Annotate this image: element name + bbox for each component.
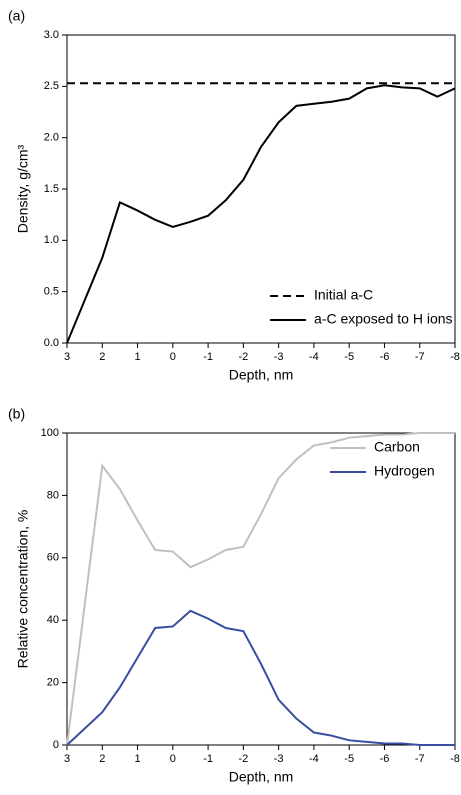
y-tick-label: 80 [47,489,59,501]
plot-frame [66,34,456,344]
x-tick-label: 1 [134,753,140,765]
series-line [66,432,455,746]
y-tick-label: 0 [53,739,59,751]
series-line [66,609,455,746]
y-tick-label: 2.5 [44,80,59,92]
x-tick-label: 1 [134,351,140,363]
x-tick-label: -2 [238,753,248,765]
x-tick-label: -7 [415,753,425,765]
x-tick-label: -5 [344,753,354,765]
y-tick-label: 1.5 [44,183,59,195]
x-tick-label: 3 [64,753,70,765]
x-tick-label: -3 [274,351,284,363]
x-tick-label: -4 [309,753,319,765]
y-tick-label: 100 [41,427,59,439]
legend-label: a-C exposed to H ions [314,311,453,327]
y-tick-label: 1.0 [44,234,59,246]
panel-label: (b) [8,406,25,422]
y-tick-label: 60 [47,552,59,564]
x-tick-label: 2 [99,753,105,765]
x-tick-label: -2 [238,351,248,363]
y-axis-label: Relative concentration, % [15,510,31,669]
y-tick-label: 2.0 [44,132,59,144]
x-tick-label: 0 [170,351,176,363]
x-tick-label: -6 [380,753,390,765]
x-axis-label: Depth, nm [229,769,294,785]
y-tick-label: 40 [47,614,59,626]
x-axis-label: Depth, nm [229,367,294,383]
x-tick-label: -8 [450,753,460,765]
y-tick-label: 0.0 [44,337,59,349]
x-tick-label: -5 [344,351,354,363]
x-tick-label: -1 [203,351,213,363]
x-tick-label: -4 [309,351,319,363]
y-tick-label: 3.0 [44,29,59,41]
y-tick-label: 0.5 [44,286,59,298]
x-tick-label: -7 [415,351,425,363]
legend-label: Hydrogen [374,463,435,479]
y-axis-label: Density, g/cm³ [15,144,31,233]
x-tick-label: 3 [64,351,70,363]
x-tick-label: 2 [99,351,105,363]
y-tick-label: 20 [47,677,59,689]
x-tick-label: -1 [203,753,213,765]
series-line [66,84,456,344]
x-tick-label: 0 [170,753,176,765]
legend-label: Carbon [374,439,420,455]
panel-label: (a) [8,8,25,24]
x-tick-label: -8 [450,351,460,363]
legend-label: Initial a-C [314,287,373,303]
x-tick-label: -3 [274,753,284,765]
plot-frame [66,432,456,746]
x-tick-label: -6 [380,351,390,363]
